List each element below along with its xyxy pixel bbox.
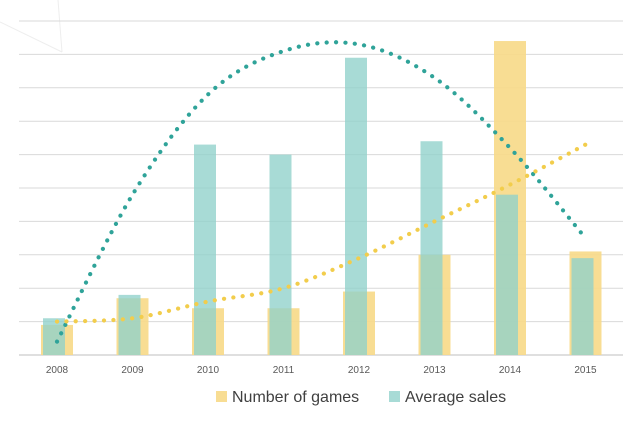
bars-average-sales [43, 57, 594, 356]
bar-average-sales [43, 318, 65, 355]
corner-decoration [0, 0, 63, 53]
bar-average-sales [345, 57, 367, 356]
decor-line [57, 0, 63, 53]
bar-average-sales [420, 141, 443, 355]
legend-label: Number of games [232, 389, 359, 406]
trendlines [54, 40, 588, 344]
x-tick-label: 2013 [423, 365, 446, 376]
legend-swatch [216, 391, 227, 402]
x-tick-label: 2009 [121, 365, 144, 376]
x-tick-label: 2010 [197, 365, 220, 376]
bar-average-sales [269, 154, 292, 355]
bar-average-sales [496, 194, 518, 355]
bar-average-sales [194, 144, 216, 355]
legend: Number of games Average sales [216, 389, 506, 406]
bar-average-sales [571, 258, 594, 355]
x-tick-label: 2011 [273, 365, 295, 376]
legend-label: Average sales [405, 389, 506, 406]
x-axis-ticks: 2008 2009 2010 2011 2012 2013 2014 2015 [46, 365, 597, 376]
x-tick-label: 2008 [46, 365, 69, 376]
trendline-number-of-games [54, 142, 588, 324]
legend-swatch [389, 391, 400, 402]
x-tick-label: 2012 [348, 365, 371, 376]
bar-average-sales [118, 294, 141, 355]
x-tick-label: 2015 [574, 365, 597, 376]
x-tick-label: 2014 [499, 365, 522, 376]
gridlines [19, 20, 623, 356]
decor-line [0, 21, 63, 53]
trendline-average-sales [54, 40, 588, 344]
